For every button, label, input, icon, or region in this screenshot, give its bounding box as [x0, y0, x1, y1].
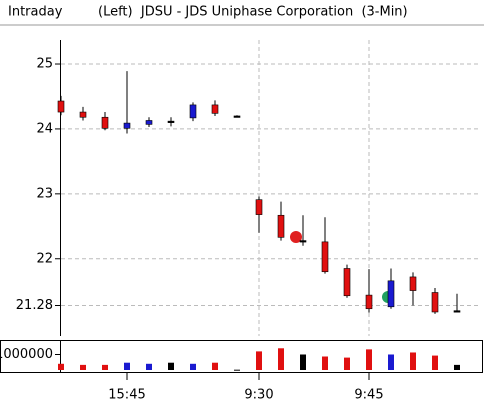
candle-body [255, 199, 263, 215]
volume-bar [190, 363, 196, 370]
candle-body [233, 115, 241, 118]
candle-body [299, 240, 307, 243]
volume-bar [212, 362, 218, 370]
volume-bar [168, 362, 174, 370]
y-tick-label: 25 [36, 57, 53, 72]
candle-body [167, 120, 175, 123]
volume-bar [256, 351, 262, 370]
y-tick-label: 24 [36, 121, 53, 136]
volume-bar [102, 364, 108, 370]
candle-body [145, 120, 153, 125]
y-tick-label: 23 [36, 186, 53, 201]
volume-bar [410, 352, 416, 370]
volume-bar [344, 357, 350, 370]
candle-body [189, 104, 197, 119]
volume-bar [388, 354, 394, 370]
panel-label: Intraday [8, 5, 63, 20]
volume-bar [124, 362, 130, 370]
candle-body [365, 294, 373, 310]
volume-bar [80, 364, 86, 370]
candle-body [409, 276, 417, 291]
candle-body [123, 122, 131, 129]
volume-bar [278, 348, 284, 370]
candle-body [453, 310, 461, 313]
candle-body [101, 116, 109, 129]
x-tick-label: 15:45 [108, 388, 145, 403]
candle-body [211, 104, 219, 114]
volume-bar [432, 355, 438, 370]
y-tick-label: 21.28 [16, 298, 53, 313]
volume-bar [58, 363, 64, 370]
candle-body [57, 100, 65, 113]
x-tick-label: 9:45 [354, 388, 383, 403]
volume-frame [0, 340, 483, 373]
volume-bar [366, 349, 372, 370]
volume-bar [146, 363, 152, 370]
trade-marker [290, 231, 302, 243]
candle-body [321, 241, 329, 273]
y-tick-label: 22 [36, 251, 53, 266]
volume-bar [300, 354, 306, 370]
volume-tick-label: 1000000 [0, 347, 53, 362]
candle-body [277, 214, 285, 238]
candle-body [431, 292, 439, 313]
volume-bar [234, 369, 240, 371]
x-tick-label: 9:30 [244, 388, 273, 403]
volume-bar [454, 364, 460, 370]
candle-body [387, 280, 395, 308]
chart-title: (Left) JDSU - JDS Uniphase Corporation (… [98, 5, 408, 20]
volume-bar [322, 356, 328, 370]
candle-body [343, 268, 351, 297]
candle-body [79, 111, 87, 118]
